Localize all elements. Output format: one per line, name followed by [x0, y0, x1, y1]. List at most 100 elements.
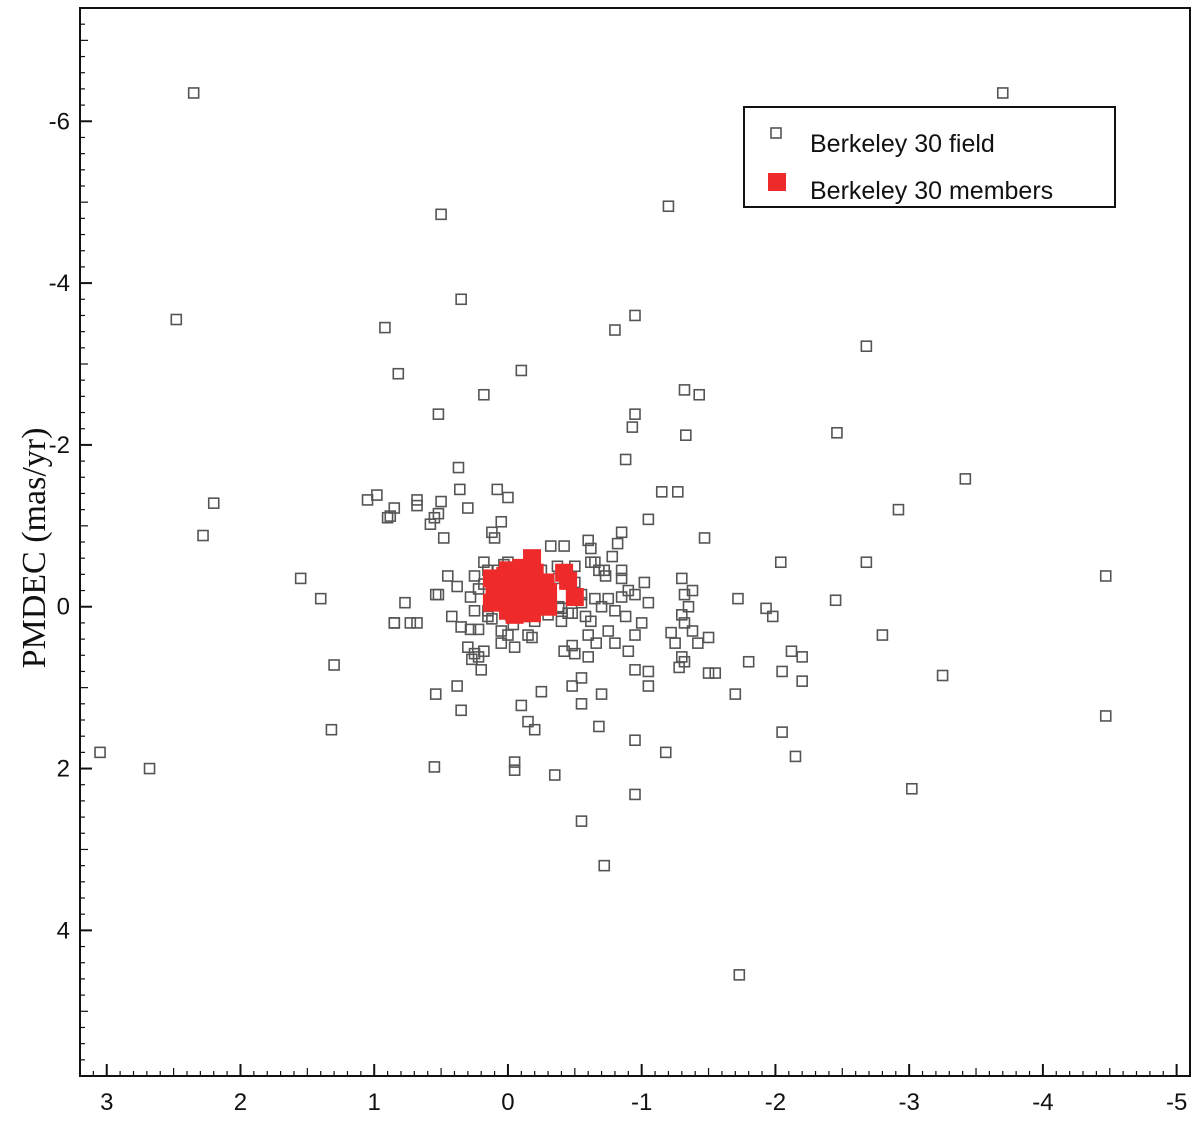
field-point	[629, 309, 641, 322]
field-point	[615, 572, 628, 585]
field-point	[626, 421, 639, 433]
field-point	[515, 364, 528, 377]
field-point	[187, 87, 200, 99]
field-point	[392, 367, 405, 380]
field-point	[478, 388, 490, 401]
field-point	[642, 680, 655, 692]
field-point	[589, 556, 601, 569]
series-field-points	[94, 87, 1112, 981]
field-point	[602, 625, 615, 637]
field-point	[732, 592, 744, 605]
field-point	[676, 609, 688, 621]
field-point	[495, 625, 508, 637]
field-point	[789, 750, 802, 763]
field-point	[590, 637, 603, 649]
field-point	[548, 769, 561, 781]
field-point	[495, 637, 508, 649]
legend-marker-members	[768, 173, 786, 191]
y-tick-label: -2	[49, 432, 70, 459]
x-tick-label: -5	[1166, 1089, 1187, 1116]
field-point	[678, 384, 691, 396]
field-point	[673, 661, 685, 674]
field-point	[328, 659, 340, 671]
field-point	[702, 631, 715, 644]
field-point	[876, 629, 889, 641]
field-point	[566, 639, 578, 652]
field-point	[582, 629, 594, 641]
legend-label-field: Berkeley 30 field	[810, 130, 995, 158]
member-point	[539, 583, 558, 602]
field-point	[522, 715, 534, 728]
field-point	[642, 665, 655, 678]
x-tick-label: -4	[1032, 1089, 1053, 1116]
field-point	[468, 604, 481, 617]
field-point	[698, 532, 711, 544]
field-point	[959, 473, 972, 485]
field-point	[693, 388, 705, 401]
field-point	[526, 631, 538, 644]
member-point	[482, 593, 501, 612]
x-tick-label: 3	[100, 1089, 113, 1116]
field-point	[659, 746, 672, 759]
field-point	[207, 497, 220, 509]
field-point	[435, 495, 447, 508]
member-point	[539, 597, 558, 616]
field-point	[602, 592, 615, 605]
field-point	[462, 502, 474, 514]
field-point	[314, 592, 327, 605]
field-point	[399, 596, 411, 609]
axis-tick-labels: 3 2 1 0 -1 -2 -3 -4 -5 -6 -4 -2 0 2 4	[49, 108, 1188, 1116]
field-point	[170, 313, 183, 326]
field-point	[486, 613, 498, 625]
field-point	[598, 859, 611, 872]
field-point	[892, 503, 905, 516]
field-point	[629, 788, 641, 801]
field-point	[451, 680, 463, 692]
field-point	[774, 556, 787, 569]
field-point	[325, 723, 338, 736]
member-point	[505, 605, 524, 624]
field-point	[566, 607, 578, 620]
field-point	[411, 617, 423, 629]
field-point	[686, 625, 699, 637]
member-point	[482, 569, 501, 588]
legend-label-members: Berkeley 30 members	[810, 177, 1053, 205]
field-point	[371, 489, 383, 501]
field-point	[599, 570, 612, 582]
field-point	[575, 672, 588, 684]
field-point	[593, 720, 605, 733]
field-point	[606, 550, 619, 563]
axis-ticks	[79, 7, 1191, 1077]
field-point	[1099, 570, 1112, 582]
field-point	[629, 629, 641, 641]
field-point	[94, 746, 106, 759]
field-point	[555, 615, 568, 628]
member-point	[523, 604, 542, 623]
field-point	[435, 208, 447, 221]
field-point	[424, 518, 437, 531]
y-tick-label: -6	[49, 108, 70, 135]
field-point	[629, 408, 641, 420]
field-point	[860, 556, 873, 569]
field-point	[575, 815, 588, 827]
legend-box	[743, 106, 1116, 208]
field-point	[464, 591, 477, 603]
field-point	[638, 576, 651, 589]
field-point	[388, 617, 401, 629]
field-point	[622, 645, 635, 658]
field-point	[611, 537, 624, 550]
field-point	[384, 510, 397, 522]
field-point	[702, 667, 715, 679]
field-point	[544, 540, 557, 552]
field-point	[575, 698, 588, 710]
field-point	[619, 610, 632, 623]
series-members-points	[482, 549, 584, 624]
field-point	[455, 293, 467, 306]
field-point	[595, 688, 608, 700]
field-point	[582, 534, 594, 547]
field-point	[796, 651, 808, 663]
field-point	[585, 615, 597, 628]
field-point	[508, 764, 521, 776]
field-point	[796, 675, 808, 687]
